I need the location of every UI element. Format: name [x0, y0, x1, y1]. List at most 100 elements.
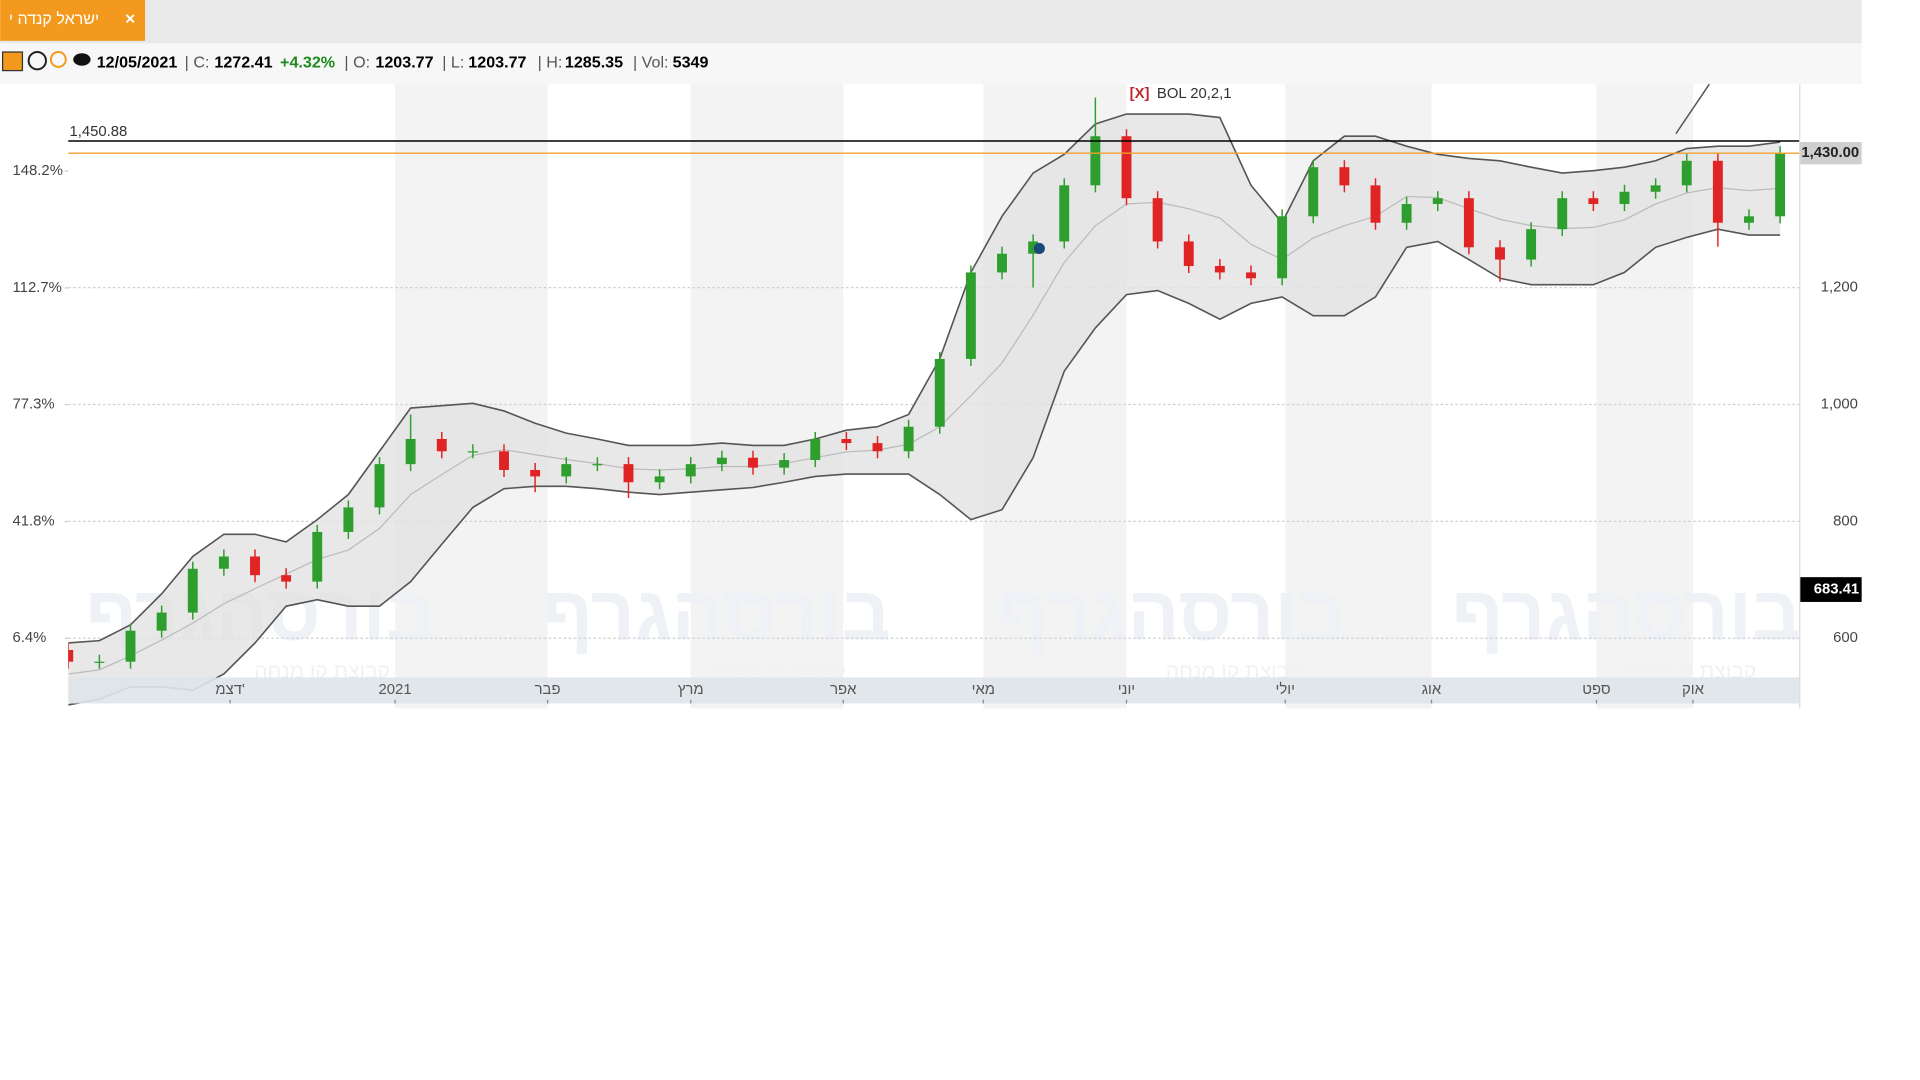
- info-value: 1203.77: [375, 53, 433, 71]
- info-label: | H:: [538, 53, 563, 71]
- date-strip: [68, 677, 1800, 704]
- candle-body: [1152, 198, 1163, 242]
- info-label: | Vol:: [633, 53, 669, 71]
- y2-tick-label: 77.3%: [13, 396, 55, 412]
- plot: [68, 97, 1786, 706]
- y2-tick-label: 6.4%: [13, 630, 47, 646]
- x-tick-label: פבר: [535, 682, 561, 698]
- info-value: 1272.41: [214, 53, 272, 71]
- icon[interactable]: [1, 51, 24, 72]
- tab[interactable]: [0, 0, 146, 41]
- watermark: בורסהגרף: [997, 571, 1347, 657]
- candle-body: [530, 469, 541, 477]
- watermark: בורסהגרף: [541, 571, 891, 657]
- candle-body: [1028, 241, 1039, 254]
- candle-body: [841, 438, 852, 444]
- candle-body: [1214, 265, 1225, 273]
- icon[interactable]: [27, 51, 47, 71]
- candle-body: [748, 457, 758, 468]
- candle-body: [872, 443, 883, 452]
- tab-bar: [0, 0, 1862, 44]
- candle-body: [343, 507, 354, 532]
- indicator-close[interactable]: [X]: [1130, 86, 1150, 102]
- y-tick-label: 600: [1833, 630, 1858, 646]
- candle-body: [716, 457, 727, 465]
- watermark-sub: קבוצת קו מנחה: [1620, 660, 1756, 683]
- info-label: | L:: [442, 53, 464, 71]
- candle-body: [685, 464, 696, 477]
- candle-body: [405, 438, 416, 465]
- h-line-label: 1,450.88: [69, 124, 127, 140]
- watermark-sub: קבוצת קו מנחה: [1166, 660, 1302, 683]
- candle-body: [374, 464, 385, 508]
- candle-body: [934, 358, 945, 427]
- candle-body: [281, 575, 292, 582]
- x-tick-label: אפר: [830, 682, 857, 698]
- base-price-label: 683.41: [1814, 581, 1859, 597]
- watermark-sub: קבוצת קו מנחה: [254, 660, 390, 683]
- candle-body: [467, 451, 478, 453]
- candle-body: [654, 476, 665, 483]
- y2-tick-label: 148.2%: [13, 163, 63, 179]
- info-bar: [0, 43, 1862, 85]
- candle-body: [218, 556, 229, 569]
- overlay: 600 800 1,000 1,200 6.4% 41.8% 77.3% 112.7% 148.…: [13, 86, 1862, 704]
- candle-body: [1588, 198, 1599, 205]
- month-band: [690, 84, 844, 709]
- bollinger-middle: [68, 187, 1781, 675]
- base-price-box: [1799, 577, 1862, 602]
- candle-body: [1401, 204, 1412, 223]
- info-value: 1203.77: [468, 53, 526, 71]
- candle-body: [965, 272, 976, 359]
- info-label: | C:: [185, 53, 210, 71]
- x-tick-label: יולי: [1276, 681, 1295, 698]
- candle-body: [1090, 136, 1101, 186]
- candle-body: [1526, 229, 1537, 260]
- x-tick-label: יוני: [1118, 682, 1135, 698]
- y-tick-label: 1,000: [1821, 396, 1858, 412]
- candle-body: [1495, 247, 1505, 260]
- icon[interactable]: [49, 51, 67, 68]
- tab-close[interactable]: ×: [125, 8, 135, 28]
- event-marker: [1033, 242, 1045, 255]
- info-value: 1285.35: [565, 53, 623, 71]
- y-tick-label: 1,200: [1821, 280, 1858, 296]
- candle-body: [312, 531, 323, 582]
- candle-body: [561, 464, 572, 477]
- candle-body: [1370, 185, 1381, 223]
- x-tick-label: ספט: [1582, 682, 1610, 698]
- last-price-label: 1,430.00: [1801, 145, 1859, 161]
- candle-body: [903, 426, 914, 452]
- x-tick-label: מאי: [972, 682, 995, 698]
- candle-body: [997, 253, 1007, 273]
- x-tick-label: 2021: [379, 682, 412, 698]
- candle-body: [250, 556, 260, 576]
- candle-body: [1712, 160, 1723, 223]
- y2-tick-label: 112.7%: [13, 280, 62, 296]
- candle-body: [1059, 185, 1070, 242]
- indicator-label: BOL 20,2,1: [1157, 86, 1232, 102]
- tab-title[interactable]: ישראל קנדה י: [9, 10, 99, 28]
- candle-body: [1432, 198, 1443, 205]
- candle-body: [1744, 216, 1754, 223]
- icon[interactable]: [73, 53, 91, 66]
- candle-body: [1681, 160, 1692, 186]
- candle-body: [1650, 185, 1661, 192]
- candle-body: [499, 451, 509, 470]
- info-date: 12/05/2021: [97, 53, 178, 71]
- candle-body: [1775, 153, 1786, 217]
- info-label: | O:: [344, 53, 370, 71]
- candle-body: [1121, 136, 1132, 199]
- candle-body: [623, 464, 634, 483]
- candle-body: [1308, 167, 1319, 217]
- candle-body: [68, 649, 74, 662]
- last-price-box: [1799, 142, 1862, 165]
- trend-line: [1675, 83, 1710, 135]
- x-tick-label: אוג: [1422, 682, 1442, 698]
- y2-tick-label: 41.8%: [13, 513, 55, 529]
- candle-body: [94, 661, 105, 663]
- candle-body: [1277, 216, 1288, 279]
- watermark-sub: קבוצת קו מנחה: [710, 660, 846, 683]
